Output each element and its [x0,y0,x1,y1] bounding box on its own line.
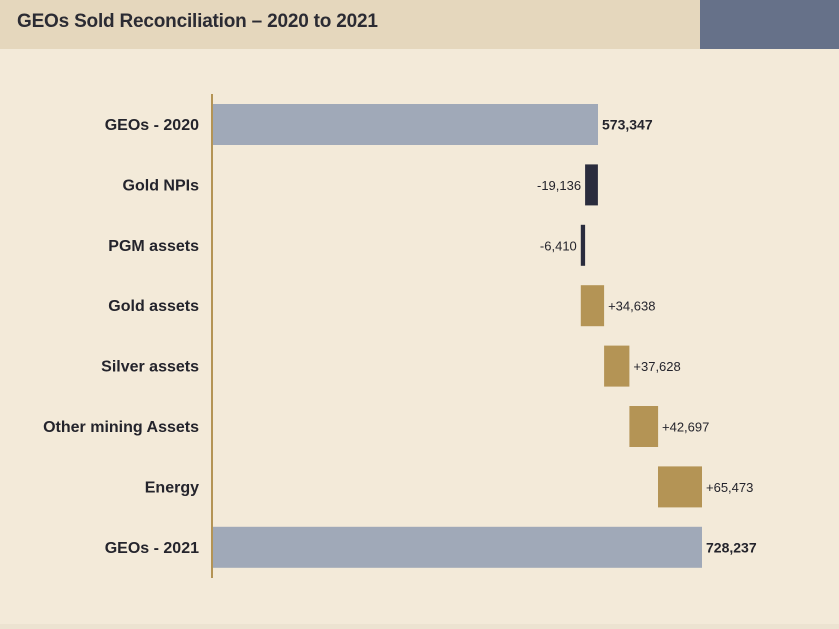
chart-title: GEOs Sold Reconciliation – 2020 to 2021 [17,11,378,32]
header-accent-block [700,0,839,49]
bar-0 [213,104,598,145]
category-label: Gold assets [108,298,199,315]
bottom-strip [0,624,839,629]
bar-4 [604,345,630,387]
value-label: 573,347 [602,117,653,133]
bar-2 [580,224,586,266]
value-label: +34,638 [608,299,655,314]
value-label: -19,136 [537,178,581,193]
bar-3 [580,285,605,327]
category-label: GEOs - 2021 [105,540,199,557]
bar-7 [213,526,702,568]
value-label: +42,697 [662,420,709,435]
value-label: 728,237 [706,539,757,555]
value-label: +37,628 [633,359,680,374]
category-label: PGM assets [108,238,199,255]
value-label: -6,410 [540,238,577,253]
bar-1 [585,164,598,206]
bar-6 [658,466,702,508]
category-label: GEOs - 2020 [105,117,199,134]
category-label: Energy [145,479,199,496]
category-label: Other mining Assets [43,419,199,436]
bar-5 [629,406,659,447]
header-bar [0,0,700,49]
category-label: Silver assets [101,359,199,376]
value-label: +65,473 [706,480,753,495]
category-label: Gold NPIs [123,177,200,194]
